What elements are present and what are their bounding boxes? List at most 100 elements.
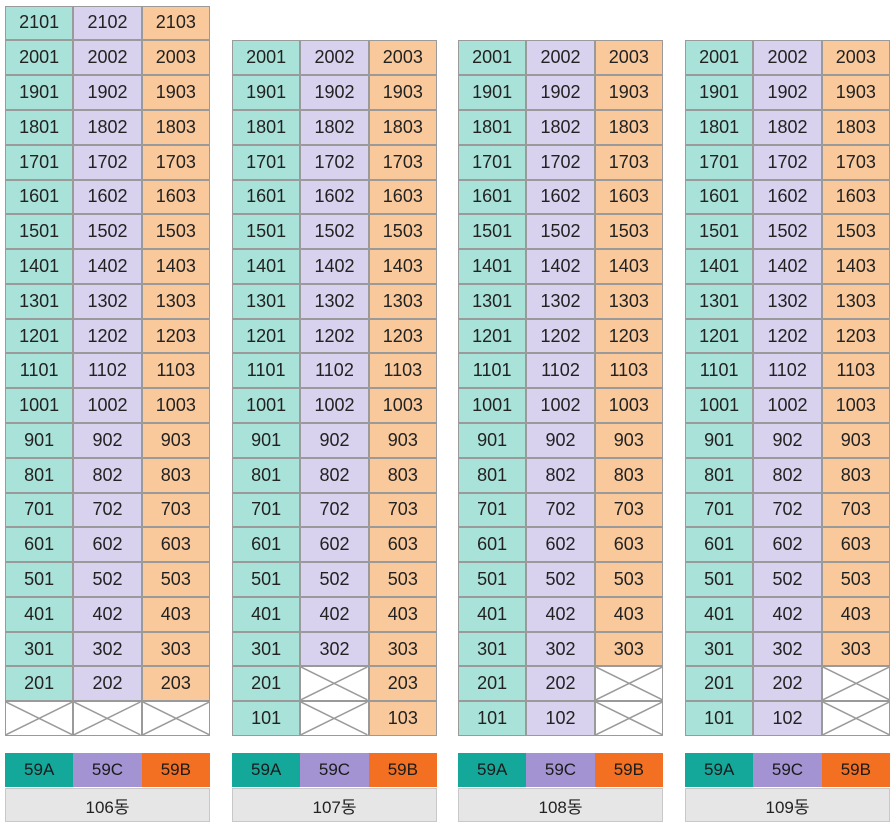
unit-cell: 603 bbox=[594, 527, 663, 563]
cross-icon bbox=[596, 667, 662, 700]
unit-type-legend: 59B bbox=[141, 753, 210, 787]
unit-cell: 1601 bbox=[458, 179, 527, 215]
unit-cell: 2002 bbox=[300, 40, 369, 76]
unit-cell: 1603 bbox=[141, 179, 210, 215]
unit-type-legend: 59A bbox=[458, 753, 527, 787]
unit-cell: 502 bbox=[73, 562, 142, 597]
unit-cell: 1602 bbox=[300, 179, 369, 215]
cross-icon bbox=[6, 702, 72, 735]
unit-cell: 201 bbox=[5, 666, 74, 702]
unit-cell: 1101 bbox=[232, 353, 301, 389]
unit-cell: 1401 bbox=[5, 249, 74, 284]
unit-cell: 1403 bbox=[594, 249, 663, 284]
empty-unit-cell bbox=[821, 666, 890, 702]
unit-type-legend: 59C bbox=[526, 753, 595, 787]
empty-unit-cell bbox=[594, 701, 663, 736]
unit-cell: 1303 bbox=[141, 283, 210, 319]
unit-cell: 1402 bbox=[73, 249, 142, 284]
unit-cell: 202 bbox=[753, 666, 822, 702]
cross-icon bbox=[301, 702, 367, 735]
empty-unit-cell bbox=[300, 701, 369, 736]
unit-cell: 802 bbox=[753, 457, 822, 493]
unit-cell: 903 bbox=[141, 422, 210, 458]
unit-cell: 401 bbox=[458, 596, 527, 632]
unit-cell: 1101 bbox=[5, 353, 74, 389]
unit-cell: 1702 bbox=[300, 144, 369, 180]
building-name: 108동 bbox=[458, 788, 663, 822]
unit-cell: 801 bbox=[232, 457, 301, 493]
unit-cell: 902 bbox=[73, 422, 142, 458]
unit-cell: 1703 bbox=[368, 144, 437, 180]
unit-cell: 1902 bbox=[73, 75, 142, 110]
unit-cell: 2003 bbox=[821, 40, 890, 76]
unit-cell: 1103 bbox=[368, 353, 437, 389]
unit-cell: 1003 bbox=[594, 388, 663, 423]
unit-cell: 1302 bbox=[300, 283, 369, 319]
building-2: 2001 2002 2003 1901 1902 1903 1801 1802 1803 1701… bbox=[458, 0, 663, 828]
unit-cell: 301 bbox=[5, 631, 74, 667]
unit-cell: 702 bbox=[300, 492, 369, 528]
unit-cell: 1402 bbox=[753, 249, 822, 284]
unit-cell: 703 bbox=[821, 492, 890, 528]
unit-cell: 301 bbox=[458, 631, 527, 667]
unit-cell: 2002 bbox=[73, 40, 142, 76]
unit-cell: 402 bbox=[526, 596, 595, 632]
unit-cell: 602 bbox=[526, 527, 595, 563]
unit-cell: 501 bbox=[685, 562, 754, 597]
unit-cell: 603 bbox=[368, 527, 437, 563]
unit-cell: 1003 bbox=[368, 388, 437, 423]
unit-cell: 503 bbox=[594, 562, 663, 597]
unit-cell: 202 bbox=[73, 666, 142, 702]
unit-cell: 2003 bbox=[368, 40, 437, 76]
unit-cell: 602 bbox=[300, 527, 369, 563]
unit-cell: 1902 bbox=[753, 75, 822, 110]
unit-cell: 1502 bbox=[526, 214, 595, 250]
unit-type-legend: 59B bbox=[821, 753, 890, 787]
unit-cell: 2103 bbox=[141, 5, 210, 41]
unit-cell: 501 bbox=[458, 562, 527, 597]
empty-unit-cell bbox=[300, 666, 369, 702]
unit-cell: 102 bbox=[526, 701, 595, 736]
unit-cell: 1302 bbox=[73, 283, 142, 319]
unit-cell: 501 bbox=[5, 562, 74, 597]
unit-cell: 1802 bbox=[300, 109, 369, 145]
unit-cell: 1903 bbox=[141, 75, 210, 110]
unit-cell: 903 bbox=[821, 422, 890, 458]
unit-cell: 603 bbox=[141, 527, 210, 563]
unit-cell: 1901 bbox=[458, 75, 527, 110]
unit-cell: 703 bbox=[141, 492, 210, 528]
unit-cell: 802 bbox=[73, 457, 142, 493]
unit-cell: 1702 bbox=[526, 144, 595, 180]
unit-type-legend: 59A bbox=[232, 753, 301, 787]
unit-cell: 1201 bbox=[458, 318, 527, 354]
unit-cell: 901 bbox=[5, 422, 74, 458]
unit-cell: 303 bbox=[594, 631, 663, 667]
unit-cell: 1001 bbox=[5, 388, 74, 423]
unit-cell: 1901 bbox=[685, 75, 754, 110]
unit-cell: 1401 bbox=[232, 249, 301, 284]
unit-cell: 2101 bbox=[5, 5, 74, 41]
unit-cell: 1902 bbox=[300, 75, 369, 110]
unit-cell: 1102 bbox=[73, 353, 142, 389]
unit-cell: 1103 bbox=[821, 353, 890, 389]
unit-type-legend: 59B bbox=[368, 753, 437, 787]
unit-cell: 602 bbox=[753, 527, 822, 563]
unit-cell: 1901 bbox=[232, 75, 301, 110]
unit-cell: 403 bbox=[594, 596, 663, 632]
unit-cell: 2002 bbox=[526, 40, 595, 76]
building-name: 109동 bbox=[685, 788, 890, 822]
unit-cell: 701 bbox=[685, 492, 754, 528]
unit-cell: 701 bbox=[458, 492, 527, 528]
unit-cell: 301 bbox=[685, 631, 754, 667]
unit-cell: 1801 bbox=[458, 109, 527, 145]
unit-cell: 1403 bbox=[141, 249, 210, 284]
unit-cell: 1501 bbox=[232, 214, 301, 250]
unit-cell: 901 bbox=[232, 422, 301, 458]
unit-cell: 1701 bbox=[458, 144, 527, 180]
unit-cell: 601 bbox=[232, 527, 301, 563]
building-name: 107동 bbox=[232, 788, 437, 822]
unit-cell: 803 bbox=[594, 457, 663, 493]
unit-cell: 1603 bbox=[821, 179, 890, 215]
unit-cell: 401 bbox=[5, 596, 74, 632]
unit-cell: 1801 bbox=[232, 109, 301, 145]
